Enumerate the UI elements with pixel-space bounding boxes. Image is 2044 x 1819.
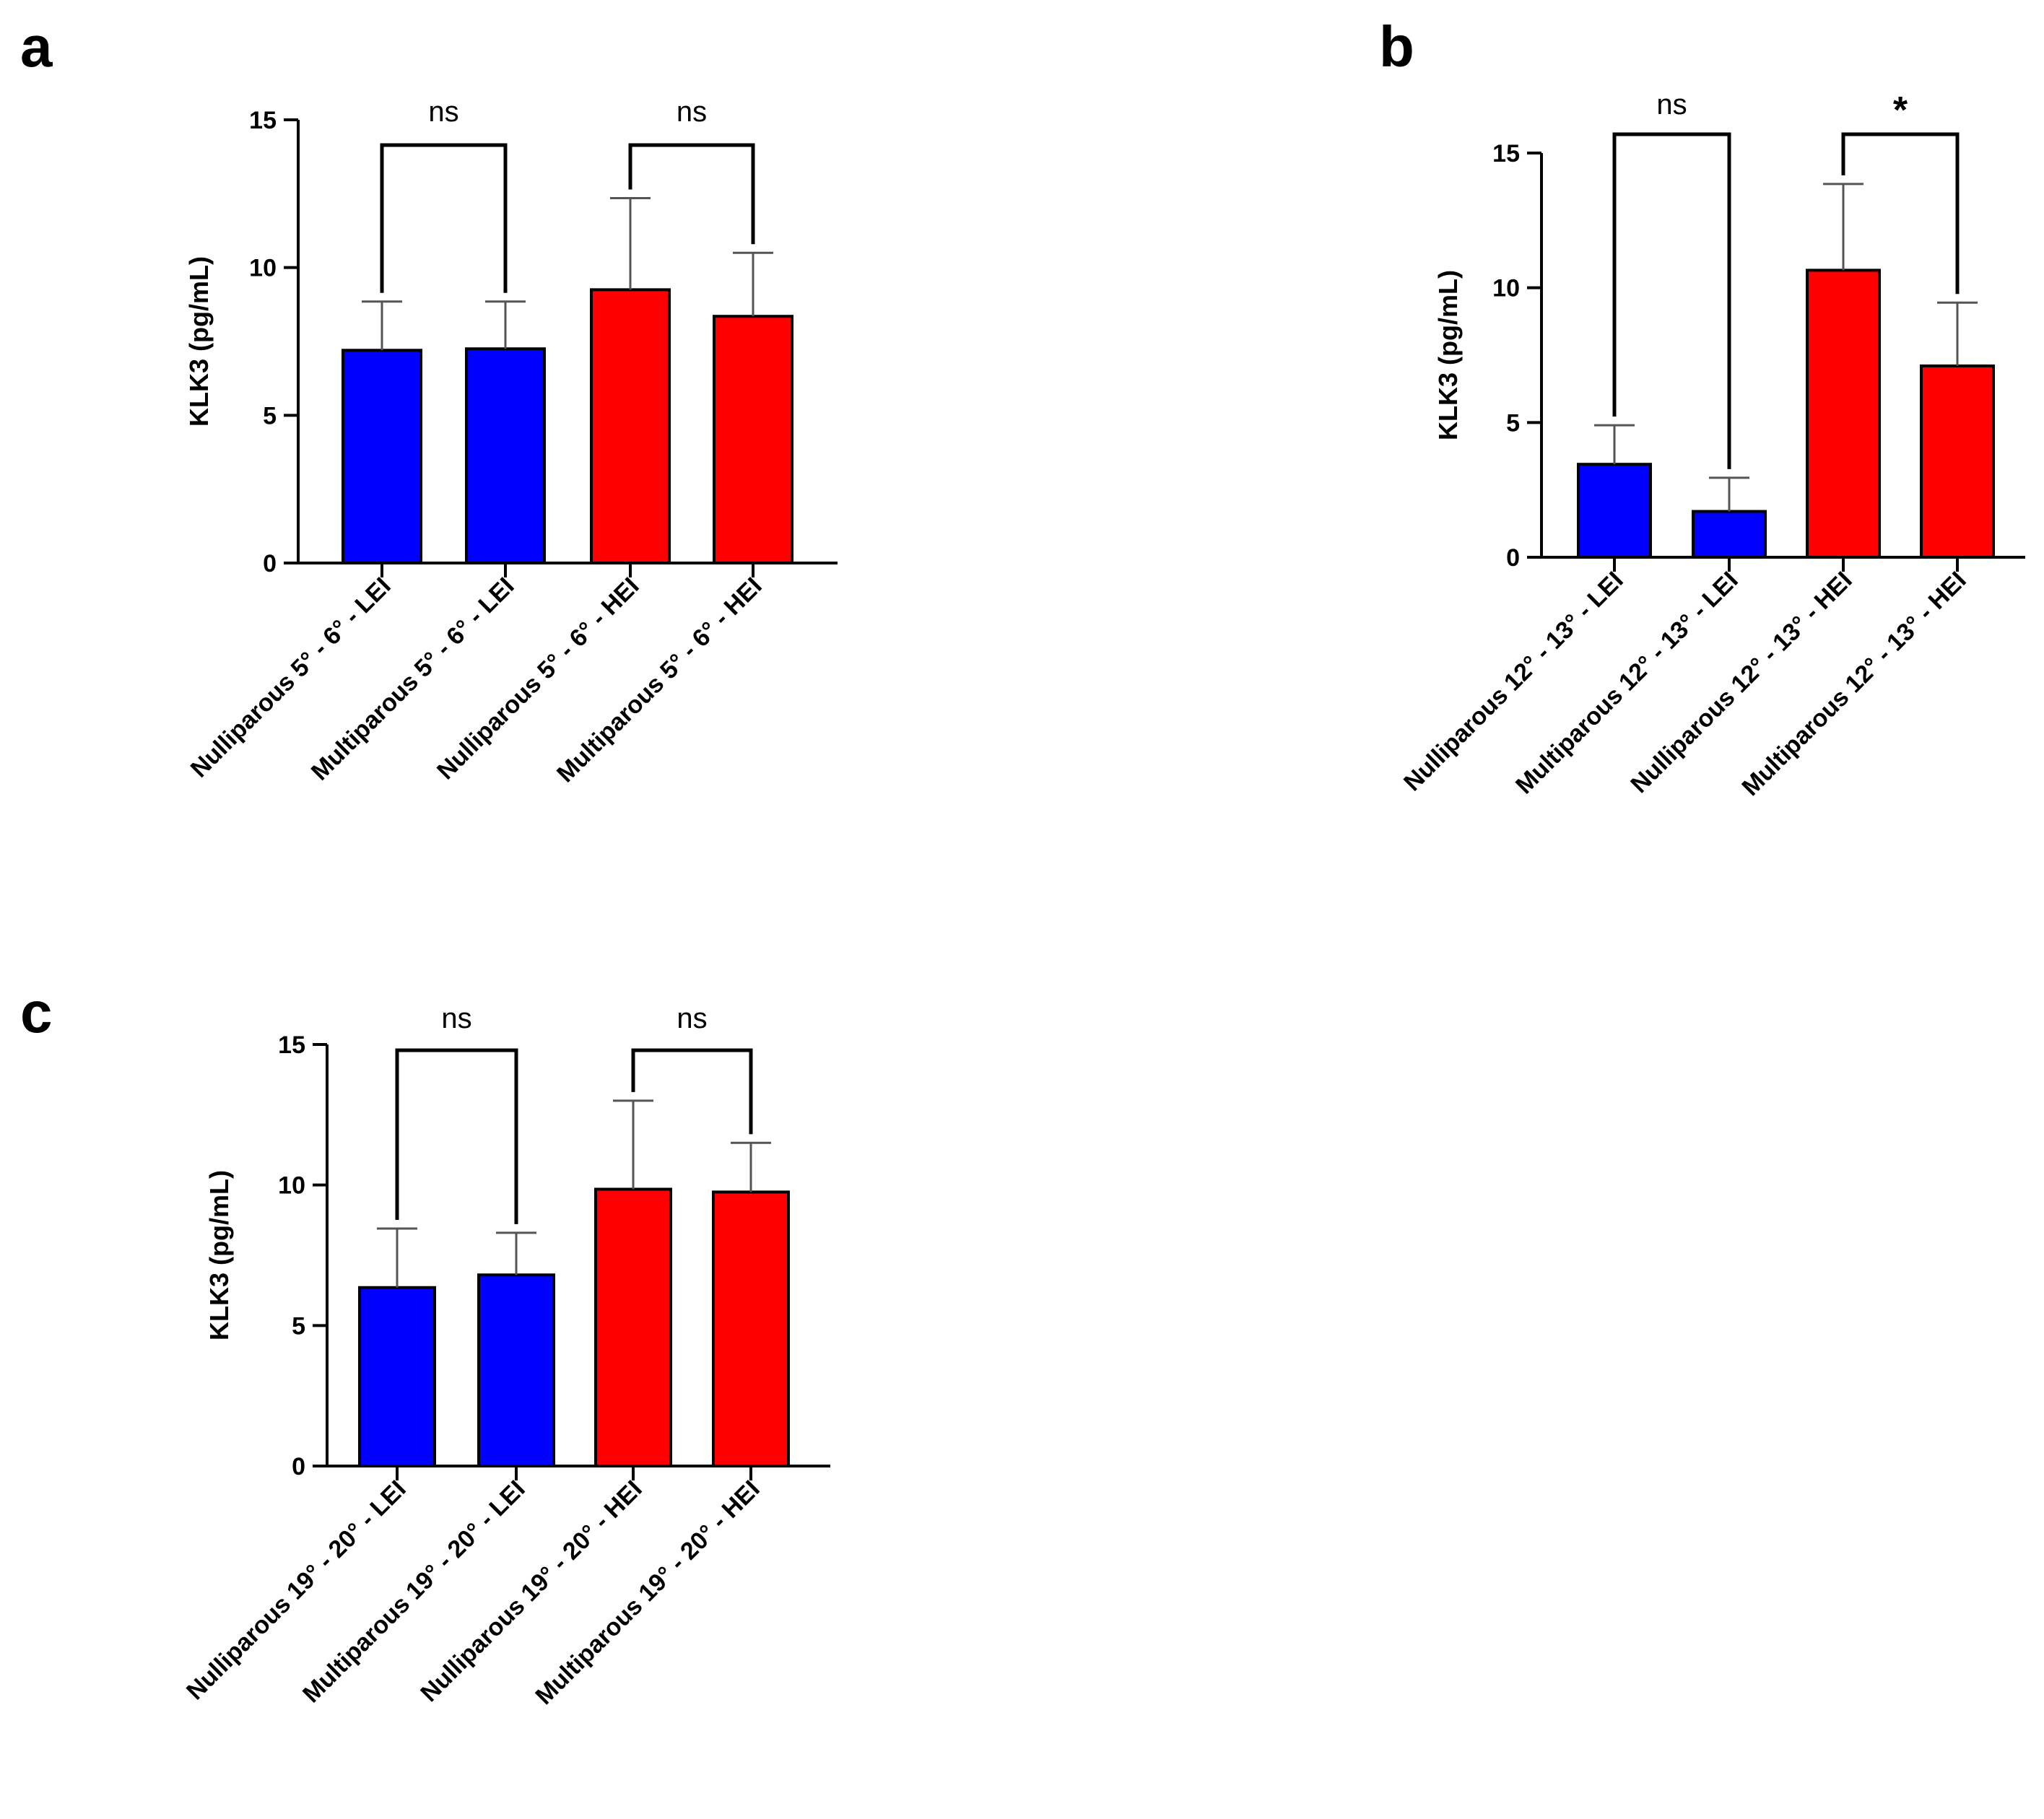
y-tick-label: 15 <box>249 107 277 134</box>
significance-bracket <box>1612 132 1731 469</box>
significance-bracket <box>631 1048 753 1135</box>
x-tick-label: Nulliparous 5° - 6° - HEI <box>432 572 645 785</box>
y-tick-label: 10 <box>249 255 277 282</box>
y-tick-label: 5 <box>1506 409 1520 437</box>
significance-bracket <box>395 1048 518 1224</box>
bar <box>1577 463 1652 559</box>
x-tick-label: Multiparous 5° - 6° - HEI <box>552 572 767 788</box>
significance-label: ns <box>441 1003 471 1034</box>
y-axis-label: KLK3 (pg/mL) <box>1433 270 1463 440</box>
significance-label: ns <box>1656 89 1687 121</box>
significance-label: ns <box>677 1003 707 1034</box>
bar <box>594 1187 672 1468</box>
significance-bracket <box>1841 132 1960 295</box>
significance-bracket <box>628 143 755 245</box>
bar <box>358 1286 436 1467</box>
y-axis-label: KLK3 (pg/mL) <box>204 1170 234 1340</box>
x-tick-label: Multiparous 19° - 20° - HEI <box>530 1475 765 1710</box>
x-tick-label: Nulliparous 5° - 6° - LEI <box>186 572 396 783</box>
x-tick-label: Multiparous 5° - 6° - LEI <box>306 572 520 786</box>
bar <box>477 1273 555 1467</box>
y-tick-label: 10 <box>278 1172 305 1200</box>
x-tick-label: Multiparous 12° - 13° - LEI <box>1510 567 1744 800</box>
y-tick-label: 15 <box>1492 140 1520 167</box>
y-tick-label: 15 <box>278 1031 305 1059</box>
y-tick-label: 5 <box>292 1312 305 1340</box>
chart-panel-a: a 0 5 10 15 KLK3 (pg/mL) Nulliparous 5° - 6° -… <box>20 14 838 788</box>
y-tick-label: 10 <box>1492 275 1520 302</box>
chart-panel-b: b 0 5 10 15 KLK3 (pg/mL) Nulliparous 12° - 13°… <box>1379 14 2025 801</box>
bar <box>1692 510 1767 559</box>
significance-label: ns <box>677 96 707 128</box>
x-tick-label: Nulliparous 19° - 20° - HEI <box>415 1475 647 1707</box>
bar <box>1806 269 1881 559</box>
significance-label: * <box>1893 90 1908 131</box>
panel-letter: c <box>20 980 53 1044</box>
y-tick-label: 0 <box>1506 544 1520 572</box>
x-tick-label: Nulliparous 19° - 20° - LEI <box>181 1475 412 1706</box>
bar <box>712 1190 790 1468</box>
x-tick-label: Nulliparous 12° - 13° - HEI <box>1625 567 1857 798</box>
y-axis-label: KLK3 (pg/mL) <box>184 256 214 427</box>
bar <box>465 347 546 564</box>
significance-label: ns <box>428 96 458 128</box>
bar <box>713 315 793 564</box>
y-tick-label: 5 <box>263 402 277 429</box>
x-tick-label: Multiparous 19° - 20° - LEI <box>297 1475 531 1709</box>
bar <box>1920 364 1995 559</box>
panel-letter: a <box>20 14 53 79</box>
bar <box>590 288 671 564</box>
y-tick-label: 0 <box>292 1453 305 1480</box>
panel-letter: b <box>1379 14 1414 79</box>
significance-bracket <box>380 143 508 293</box>
x-tick-label: Multiparous 12° - 13° - HEI <box>1736 567 1971 801</box>
chart-panel-c: c 0 5 10 15 KLK3 (pg/mL) Nulliparous 19° - 20°… <box>20 980 830 1710</box>
y-tick-label: 0 <box>263 550 277 577</box>
bar <box>342 349 422 564</box>
x-tick-label: Nulliparous 12° - 13° - LEI <box>1399 567 1629 797</box>
